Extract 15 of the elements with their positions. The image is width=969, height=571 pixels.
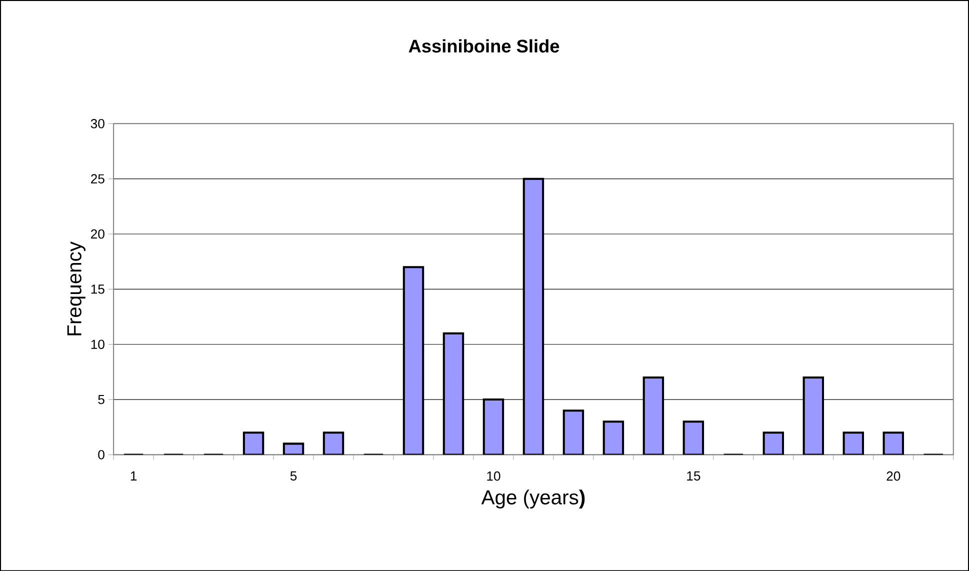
- y-tick-label: 25: [91, 174, 104, 184]
- x-tick-label: 20: [886, 471, 900, 481]
- y-tick-label: 15: [91, 284, 104, 294]
- y-tick-label: 20: [91, 229, 104, 238]
- y-tick-label: 30: [90, 118, 104, 128]
- x-axis-title: Age (years): [481, 490, 585, 508]
- x-tick-label: 5: [290, 471, 297, 480]
- x-tick-label: 1: [130, 471, 137, 480]
- x-tick-label: 15: [687, 471, 700, 480]
- y-tick-label: 10: [91, 340, 104, 349]
- chart-title: Assiniboine Slide: [408, 39, 560, 52]
- y-axis-title: Frequency: [67, 241, 86, 336]
- y-tick-label: 5: [98, 394, 104, 404]
- y-tick-label: 0: [98, 450, 104, 460]
- x-tick-label: 10: [487, 471, 500, 481]
